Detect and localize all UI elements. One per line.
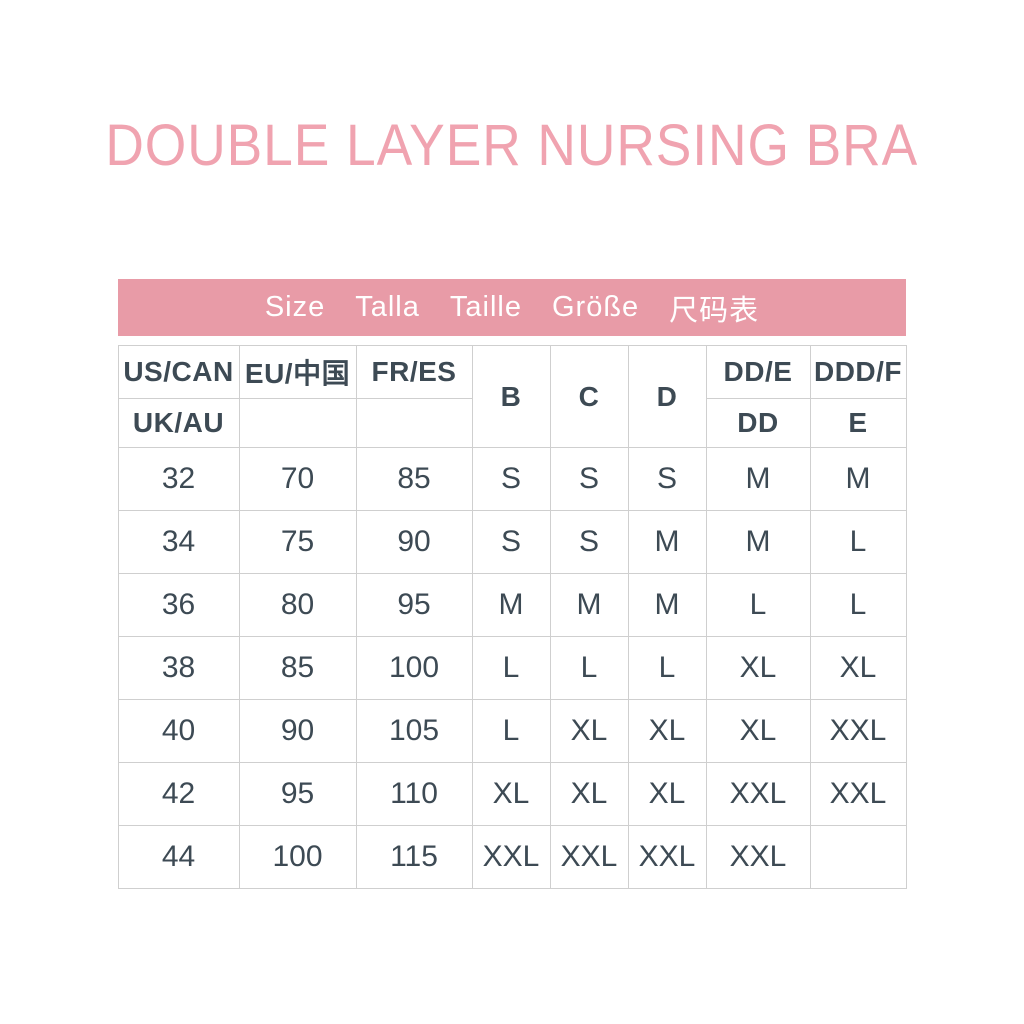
size-cell: 85: [238, 636, 357, 700]
size-cell: 100: [238, 825, 357, 889]
banner-word-size: Size: [264, 291, 326, 323]
size-cell: L: [809, 573, 907, 637]
size-cell: XXL: [809, 762, 907, 826]
size-cell: M: [705, 510, 811, 574]
size-cell: XL: [549, 699, 629, 763]
size-cell: XXL: [705, 762, 811, 826]
size-cell: XL: [705, 699, 811, 763]
size-cell: L: [705, 573, 811, 637]
size-cell: 90: [238, 699, 357, 763]
table-row: 40 90 105 L XL XL XL XXL: [117, 699, 907, 763]
size-cell: 32: [117, 447, 240, 511]
size-cell: XL: [549, 762, 629, 826]
table-row: 34 75 90 S S M M L: [117, 510, 907, 574]
size-cell: S: [549, 447, 629, 511]
header-row-top: US/CAN EU/中国 FR/ES B C D DD/E DDD/F: [117, 345, 907, 448]
banner-word-taille: Taille: [449, 291, 522, 323]
table-row: 32 70 85 S S S M M: [117, 447, 907, 511]
size-cell: 95: [355, 573, 473, 637]
size-cell: S: [627, 447, 707, 511]
size-cell: XXL: [705, 825, 811, 889]
size-table: US/CAN EU/中国 FR/ES B C D DD/E DDD/F UK/A…: [117, 345, 907, 889]
size-cell: 100: [355, 636, 473, 700]
size-cell: M: [627, 573, 707, 637]
size-cell: L: [471, 636, 551, 700]
header-row-bottom: UK/AU DD E: [117, 398, 907, 448]
banner-word-groesse: Größe: [551, 291, 640, 323]
size-cell: XL: [471, 762, 551, 826]
size-cell: XXL: [809, 699, 907, 763]
table-row: 38 85 100 L L L XL XL: [117, 636, 907, 700]
size-cell: S: [549, 510, 629, 574]
size-cell: L: [627, 636, 707, 700]
size-cell: XL: [809, 636, 907, 700]
size-cell: 75: [238, 510, 357, 574]
header-cell-cup-dd-e: DD/E: [705, 345, 811, 399]
header-cell-uk-au: UK/AU: [117, 398, 240, 448]
header-cell-fr-es: FR/ES: [355, 345, 473, 399]
size-table-body: 32 70 85 S S S M M 34 75 90 S S M M L 36 80 95 M M M L L 38 85 100…: [117, 447, 907, 889]
size-banner: Size Talla Taille Größe 尺码表: [118, 279, 906, 336]
header-cell-cup-e: E: [809, 398, 907, 448]
banner-word-cn: 尺码表: [669, 294, 760, 327]
size-cell: 85: [355, 447, 473, 511]
size-cell: XXL: [471, 825, 551, 889]
header-cell-cup-ddd-f: DDD/F: [809, 345, 907, 399]
size-cell: M: [705, 447, 811, 511]
size-cell: M: [627, 510, 707, 574]
size-cell: XL: [627, 699, 707, 763]
size-cell: L: [549, 636, 629, 700]
size-cell: L: [471, 699, 551, 763]
size-cell: S: [471, 510, 551, 574]
header-cell-fr-es-sub: [355, 398, 473, 448]
size-cell: M: [471, 573, 551, 637]
table-row: 44 100 115 XXL XXL XXL XXL: [117, 825, 907, 889]
size-cell: 110: [355, 762, 473, 826]
size-cell: M: [549, 573, 629, 637]
size-cell: 70: [238, 447, 357, 511]
banner-word-talla: Talla: [355, 291, 420, 323]
header-cell-cup-c: C: [549, 345, 629, 448]
size-cell: 105: [355, 699, 473, 763]
size-cell: 42: [117, 762, 240, 826]
size-cell: [809, 825, 907, 889]
size-cell: 80: [238, 573, 357, 637]
header-cell-cup-b: B: [471, 345, 551, 448]
header-cell-cup-d: D: [627, 345, 707, 448]
header-cell-cup-dd: DD: [705, 398, 811, 448]
size-cell: 115: [355, 825, 473, 889]
size-cell: L: [809, 510, 907, 574]
size-cell: 40: [117, 699, 240, 763]
header-cell-us-can: US/CAN: [117, 345, 240, 399]
size-cell: 44: [117, 825, 240, 889]
size-cell: XL: [705, 636, 811, 700]
size-table-header: US/CAN EU/中国 FR/ES B C D DD/E DDD/F UK/A…: [117, 345, 907, 448]
size-cell: XXL: [549, 825, 629, 889]
size-cell: XXL: [627, 825, 707, 889]
header-cell-eu-cn: EU/中国: [238, 345, 357, 399]
table-row: 42 95 110 XL XL XL XXL XXL: [117, 762, 907, 826]
size-cell: 34: [117, 510, 240, 574]
page-title: DOUBLE LAYER NURSING BRA: [105, 113, 919, 178]
size-cell: 90: [355, 510, 473, 574]
size-cell: 36: [117, 573, 240, 637]
size-cell: 38: [117, 636, 240, 700]
title-wrap: DOUBLE LAYER NURSING BRA: [0, 0, 1024, 179]
size-cell: XL: [627, 762, 707, 826]
size-cell: 95: [238, 762, 357, 826]
table-row: 36 80 95 M M M L L: [117, 573, 907, 637]
header-cell-eu-cn-sub: [238, 398, 357, 448]
size-cell: S: [471, 447, 551, 511]
size-cell: M: [809, 447, 907, 511]
